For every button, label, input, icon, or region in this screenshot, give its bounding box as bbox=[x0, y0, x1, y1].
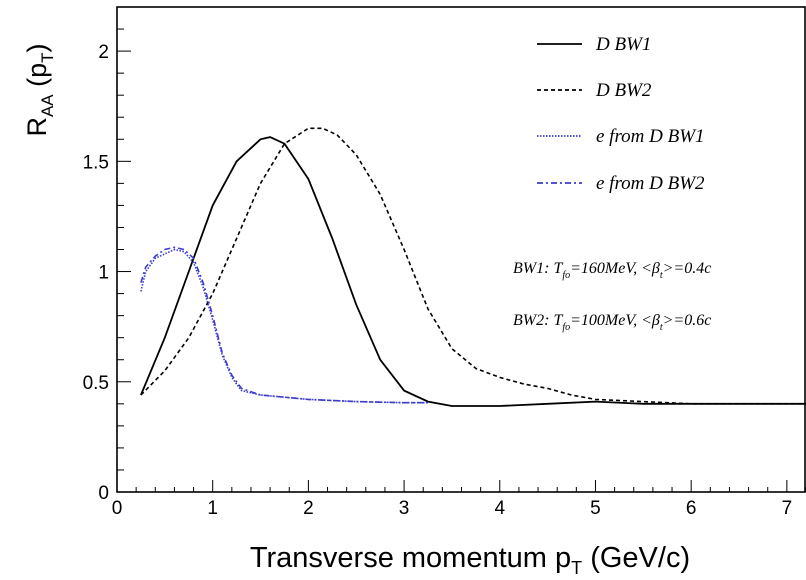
annotation-text: BW2 bbox=[513, 312, 544, 329]
x-axis-label-main: Transverse momentum p bbox=[250, 542, 571, 574]
legend-label-1: D BW2 bbox=[595, 80, 652, 101]
x-tick-label: 2 bbox=[303, 498, 314, 519]
y-tick-label: 2 bbox=[98, 42, 109, 63]
series-layer bbox=[140, 127, 806, 407]
y-tick-label: 1 bbox=[98, 263, 109, 284]
y-tick-label: 0.5 bbox=[83, 373, 109, 394]
x-tick-label: 3 bbox=[399, 498, 410, 519]
y-axis-label-sub: AA bbox=[38, 94, 57, 117]
x-tick-label: 6 bbox=[686, 498, 697, 519]
annotation-0: BW1: Tfo=160MeV, <βt>=0.4c bbox=[513, 260, 711, 281]
annotation-text: fo bbox=[562, 322, 570, 333]
series-line-0 bbox=[140, 136, 806, 407]
y-axis-label-rest: (p bbox=[22, 63, 52, 95]
y-axis-label: RAA (pT) bbox=[22, 43, 57, 136]
axes-layer: 0 1 2 3 4 5 6 7 0 0.5 1 1.5 2 bbox=[83, 6, 806, 519]
legend-label-3: e from D BW2 bbox=[596, 173, 705, 194]
x-tick-label: 5 bbox=[590, 498, 601, 519]
x-axis-label-unit: (GeV/c) bbox=[582, 542, 690, 574]
annotation-text: =160MeV, <β bbox=[570, 260, 660, 277]
y-tick-label: 1.5 bbox=[83, 152, 109, 173]
series-line-3 bbox=[140, 246, 428, 404]
annotation-text: : T bbox=[544, 260, 563, 277]
x-tick-label: 7 bbox=[782, 498, 793, 519]
annotation-text: : T bbox=[544, 312, 563, 329]
x-tick-label: 4 bbox=[494, 498, 505, 519]
annotation-1: BW2: Tfo=100MeV, <βt>=0.6c bbox=[513, 312, 711, 333]
annotation-text: BW1 bbox=[513, 260, 544, 277]
x-axis-label: Transverse momentum pT (GeV/c) bbox=[250, 542, 690, 578]
x-axis-label-sub: T bbox=[571, 558, 582, 578]
annotation-text: fo bbox=[562, 270, 570, 281]
y-tick-label: 0 bbox=[98, 483, 109, 504]
annotation-text: t bbox=[660, 322, 663, 333]
annotation-text: =100MeV, <β bbox=[570, 312, 660, 329]
y-axis-label-main: R bbox=[22, 117, 52, 137]
annotation-text: >=0.4c bbox=[663, 260, 712, 277]
annotation-text: t bbox=[660, 270, 663, 281]
x-tick-label: 0 bbox=[112, 498, 123, 519]
legend: D BW1 D BW2 e from D BW1 e from D BW2 bbox=[537, 34, 705, 194]
x-tick-label: 1 bbox=[207, 498, 218, 519]
legend-label-2: e from D BW1 bbox=[596, 126, 705, 147]
annotation-text: >=0.6c bbox=[663, 312, 712, 329]
y-axis-label-rest-sub: T bbox=[38, 52, 57, 62]
y-axis-label-close: ) bbox=[22, 43, 52, 52]
legend-label-0: D BW1 bbox=[595, 34, 651, 55]
